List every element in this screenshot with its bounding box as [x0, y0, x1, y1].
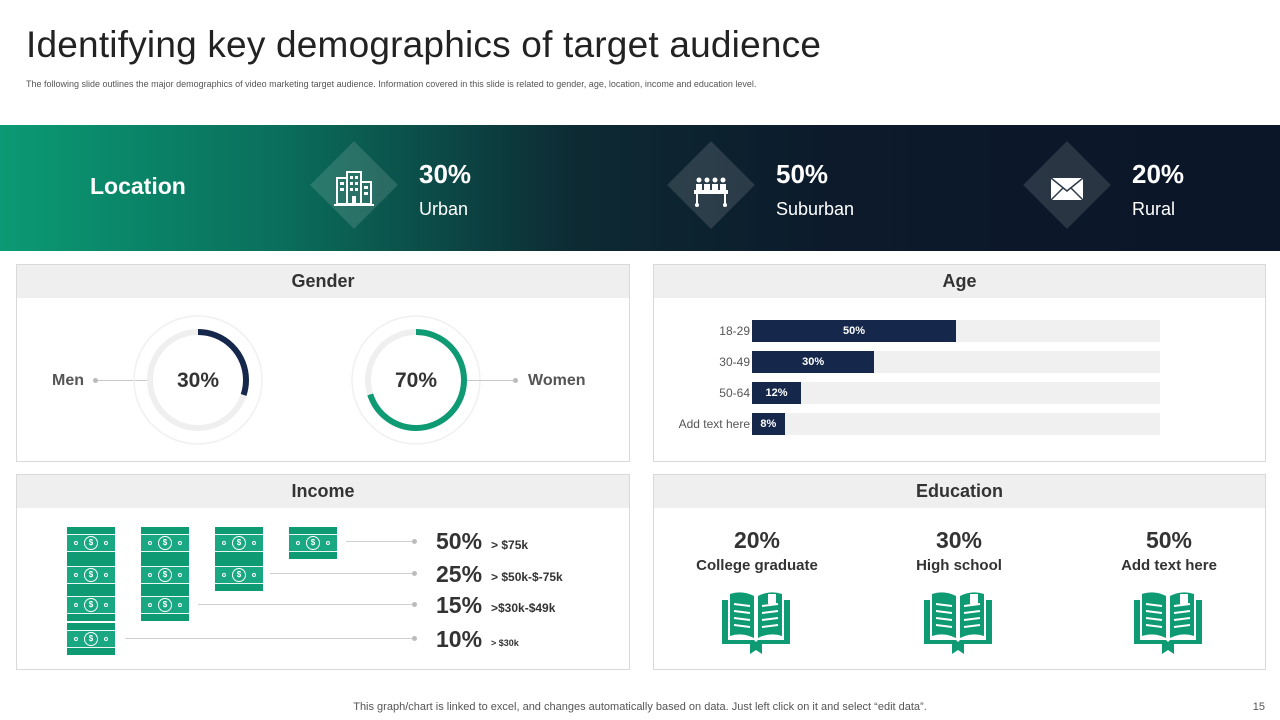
men-donut — [133, 315, 263, 445]
education-name: High school — [916, 557, 1002, 574]
men-connector — [97, 380, 149, 381]
education-panel: Education 20% College graduate 30% High … — [653, 474, 1266, 670]
money-icon: $ — [141, 527, 189, 559]
education-pct: 30% — [935, 527, 983, 553]
age-bar-track: 30% — [752, 351, 1160, 373]
women-connector-dot — [513, 378, 518, 383]
location-name: Suburban — [776, 199, 855, 219]
age-title: Age — [654, 265, 1265, 298]
money-icon: $ — [141, 559, 189, 591]
income-connector — [346, 541, 414, 542]
education-pct: 50% — [1145, 527, 1193, 553]
women-label: Women — [528, 372, 586, 389]
book-icon — [924, 592, 992, 654]
location-name: Urban — [419, 199, 469, 219]
crowd-icon — [694, 177, 728, 207]
location-pct: 50% — [776, 159, 829, 189]
men-arc — [147, 329, 249, 431]
envelope-icon — [1050, 177, 1084, 201]
income-title: Income — [17, 475, 629, 508]
income-range: > $50k-$-75k — [491, 570, 563, 584]
page-subtitle: The following slide outlines the major d… — [26, 79, 757, 89]
age-panel: Age 18-29 50% 30-49 30% 50-64 12% Add text her… — [653, 264, 1266, 462]
education-name: College graduate — [696, 557, 818, 574]
book-icon — [1134, 592, 1202, 654]
income-connector-dot — [412, 539, 417, 544]
page-title: Identifying key demographics of target a… — [26, 24, 822, 65]
income-pct: 50% — [436, 528, 483, 554]
age-row-label: 50-64 — [719, 386, 750, 400]
income-connector — [198, 604, 414, 605]
women-value: 70% — [394, 369, 438, 392]
location-name: Rural — [1132, 199, 1176, 219]
income-connector-dot — [412, 636, 417, 641]
women-arc — [365, 329, 467, 431]
age-bar: 12% — [752, 382, 801, 404]
age-bar: 30% — [752, 351, 875, 373]
education-pct: 20% — [733, 527, 781, 553]
money-icon: $ — [67, 559, 115, 591]
income-connector — [270, 573, 414, 574]
gender-panel: Gender Men 30% 70% Women — [16, 264, 630, 462]
age-row-label: 18-29 — [719, 324, 750, 338]
age-bar: 8% — [752, 413, 785, 435]
income-pct: 10% — [436, 626, 483, 652]
location-pct: 30% — [419, 159, 472, 189]
money-icon: $ — [67, 527, 115, 559]
money-icon: $ — [215, 527, 263, 559]
education-item: 50% Add text here — [1074, 527, 1264, 574]
book-icon — [722, 592, 790, 654]
location-banner: Location 30% Urban — [0, 125, 1280, 251]
money-icon: $ — [67, 623, 115, 655]
men-connector-dot — [93, 378, 98, 383]
men-label: Men — [52, 372, 84, 389]
footer-note: This graph/chart is linked to excel, and… — [353, 701, 927, 713]
age-bar-track: 50% — [752, 320, 1160, 342]
money-icon: $ — [215, 559, 263, 591]
education-item: 30% High school — [864, 527, 1054, 574]
education-title: Education — [654, 475, 1265, 508]
money-icon: $ — [67, 589, 115, 621]
age-bar: 50% — [752, 320, 956, 342]
gender-title: Gender — [17, 265, 629, 298]
age-row-label: 30-49 — [719, 355, 750, 369]
income-pct: 15% — [436, 592, 483, 618]
location-pct: 20% — [1132, 159, 1185, 189]
women-connector — [467, 380, 515, 381]
income-range: > $30k — [491, 638, 519, 648]
income-range: >$30k-$49k — [491, 601, 556, 615]
income-range: > $75k — [491, 538, 529, 552]
income-panel: Income $ $ $ $ $ $ $ $ $ $ 50% > $75k 25% > $50k-… — [16, 474, 630, 670]
income-connector — [125, 638, 414, 639]
education-item: 20% College graduate — [662, 527, 852, 574]
money-icon: $ — [289, 527, 337, 559]
men-value: 30% — [176, 369, 220, 392]
income-pct: 25% — [436, 561, 483, 587]
education-name: Add text here — [1121, 557, 1217, 574]
building-icon — [334, 171, 374, 206]
page-number: 15 — [1252, 701, 1265, 713]
money-icon: $ — [141, 589, 189, 621]
income-connector-dot — [412, 602, 417, 607]
age-bar-track: 12% — [752, 382, 1160, 404]
age-row-label: Add text here — [678, 417, 750, 431]
age-bar-track: 8% — [752, 413, 1160, 435]
income-connector-dot — [412, 571, 417, 576]
location-label: Location — [90, 173, 186, 199]
